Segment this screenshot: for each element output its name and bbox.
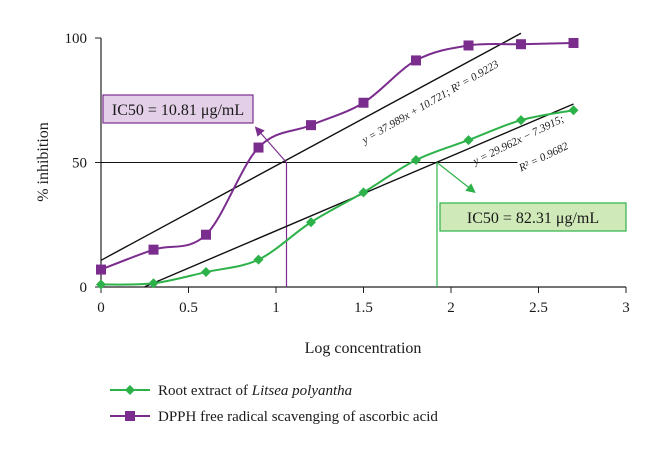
series-line	[100, 41, 574, 271]
annotations: IC50 = 10.81 μg/mL IC50 = 82.31 μg/mL y = …	[102, 58, 627, 232]
data-point-diamond	[463, 135, 474, 146]
x-tick-label: 0.5	[179, 300, 198, 316]
x-tick-label: 2	[447, 300, 455, 316]
series-layer	[96, 37, 579, 290]
legend-item-ascorbic-acid: DPPH free radical scavenging of ascorbic…	[110, 409, 438, 425]
legend-label-litsea: Root extract of Litsea polyantha	[158, 383, 352, 399]
y-tick-label: 50	[72, 156, 87, 172]
data-point-square	[411, 55, 421, 66]
y-tick-label: 100	[65, 31, 88, 47]
data-point-square	[516, 39, 526, 50]
data-point-diamond	[96, 279, 106, 290]
data-point-square	[253, 142, 264, 153]
legend-label-ascorbic-acid: DPPH free radical scavenging of ascorbic…	[158, 409, 438, 425]
trendline-equation-ascorbic-acid: y = 37.989x + 10.721; R² = 0.9223	[359, 58, 501, 147]
data-point-diamond	[201, 267, 211, 278]
x-tick-label: 1.5	[354, 300, 373, 316]
x-tick-label: 2.5	[529, 300, 548, 316]
ic50-box: IC50 = 82.31 μg/mL	[439, 202, 627, 232]
x-axis-label: Log concentration	[305, 340, 422, 357]
trendlines	[100, 32, 574, 288]
ic50-box-bg	[102, 94, 254, 124]
trendline	[100, 32, 522, 261]
x-tick-label: 3	[622, 300, 630, 316]
data-point-diamond	[516, 115, 526, 126]
series-line	[100, 109, 574, 286]
y-axis-label: % inhibition	[35, 122, 52, 202]
ic50-box: IC50 = 10.81 μg/mL	[102, 94, 254, 124]
data-point-square	[568, 37, 579, 48]
data-point-diamond	[253, 254, 264, 265]
data-point-diamond	[358, 187, 369, 198]
ic50-arrow	[436, 162, 476, 193]
data-point-square	[96, 264, 106, 275]
data-point-square	[148, 244, 159, 255]
ic50-arrow	[254, 126, 287, 163]
data-point-diamond	[568, 105, 579, 116]
data-point-diamond	[148, 278, 159, 289]
legend: Root extract of Litsea polyantha DPPH fr…	[110, 383, 438, 425]
x-tick-label: 0	[97, 300, 105, 316]
data-point-square	[358, 97, 369, 108]
ic50-box-bg	[439, 202, 627, 232]
ic50-label: IC50 = 10.81 μg/mL	[112, 102, 244, 119]
data-point-diamond	[411, 155, 421, 166]
trendline-equation-litsea-line2: R² = 0.9682	[516, 140, 570, 175]
data-point-square	[201, 229, 211, 240]
data-point-diamond	[306, 217, 316, 228]
x-tick-label: 1	[272, 300, 280, 316]
legend-marker-square-icon	[125, 411, 135, 421]
ic50-reference-lines	[101, 162, 518, 287]
series-0	[96, 105, 579, 290]
legend-marker-diamond-icon	[125, 385, 135, 395]
series-1	[96, 37, 579, 275]
data-point-square	[306, 120, 316, 131]
y-tick-label: 0	[80, 280, 88, 296]
legend-item-litsea: Root extract of Litsea polyantha	[110, 383, 352, 399]
axes: 0 0.5 1 1.5 2 2.5 3 0 50 100	[65, 31, 630, 316]
ic50-label: IC50 = 82.31 μg/mL	[467, 210, 599, 227]
data-point-square	[463, 40, 474, 51]
